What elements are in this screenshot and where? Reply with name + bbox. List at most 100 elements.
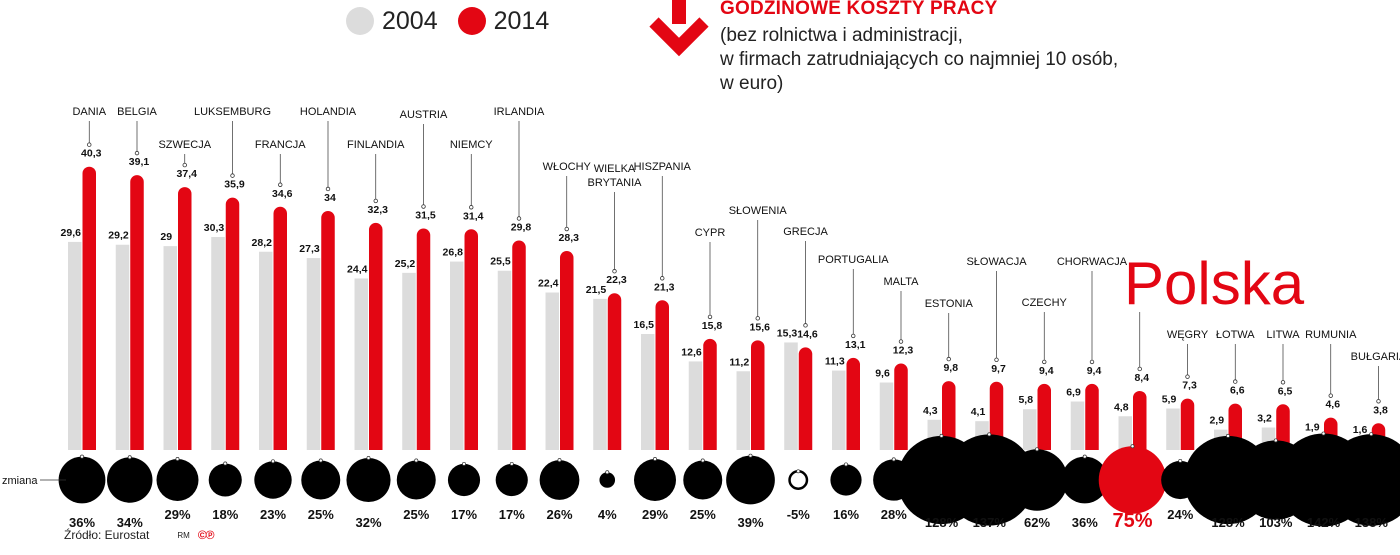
value-label-2004: 12,6 xyxy=(681,346,702,358)
country-label: SŁOWENIA xyxy=(729,205,788,217)
bar-2014 xyxy=(703,338,717,450)
leader-dot xyxy=(898,339,904,344)
change-circle xyxy=(943,434,1035,526)
value-label-2004: 30,3 xyxy=(204,222,225,234)
bar-2004 xyxy=(784,342,798,450)
value-label-2014: 9,7 xyxy=(991,363,1006,375)
bar-2014 xyxy=(273,206,287,450)
country-label: AUSTRIA xyxy=(400,109,448,121)
leader-dot xyxy=(564,226,569,232)
leader-dot xyxy=(278,182,283,187)
highlight-label: Polska xyxy=(1124,250,1305,317)
source-note: Źródło: Eurostat xyxy=(64,528,150,542)
value-label-2004: 9,6 xyxy=(875,368,890,380)
down-arrow-icon xyxy=(648,0,710,67)
chart-title: GODZINOWE KOSZTY PRACY xyxy=(720,0,998,19)
country-label: HOLANDIA xyxy=(300,106,357,118)
bar-2004 xyxy=(1118,416,1132,450)
change-circle xyxy=(788,470,809,490)
leader-dot xyxy=(1137,366,1142,372)
country-label: CYPR xyxy=(695,227,726,239)
change-dot xyxy=(939,433,944,438)
leader-dot xyxy=(230,173,235,178)
country-label: BUŁGARIA xyxy=(1351,351,1400,363)
country-label: WĘGRY xyxy=(1167,329,1209,341)
value-label-2014: 40,3 xyxy=(81,148,102,160)
legend-label-2004: 2004 xyxy=(382,6,438,35)
change-label: 137% xyxy=(973,515,1007,530)
bar-2014 xyxy=(846,357,860,450)
change-dot xyxy=(366,455,371,460)
value-label-2014: 3,8 xyxy=(1373,404,1388,416)
country-label: FINLANDIA xyxy=(347,139,405,151)
change-label: 16% xyxy=(833,507,859,522)
bar-2004 xyxy=(211,236,225,450)
value-label-2004: 29,6 xyxy=(61,227,82,239)
bar-2004 xyxy=(641,334,655,450)
change-dot xyxy=(127,455,132,460)
change-label: 32% xyxy=(355,515,381,530)
bar-2014 xyxy=(225,197,240,450)
bar-2004 xyxy=(879,382,894,450)
bar-2004 xyxy=(1023,409,1037,450)
leader-dot xyxy=(851,333,856,339)
country-label: RUMUNIA xyxy=(1305,329,1357,341)
leader-dot xyxy=(612,269,617,274)
value-label-2014: 22,3 xyxy=(606,274,627,286)
change-circle xyxy=(396,460,436,500)
value-label-2004: 4,8 xyxy=(1114,401,1129,413)
country-label: NIEMCY xyxy=(450,139,493,151)
leader-dot xyxy=(1233,379,1238,384)
value-label-2004: 27,3 xyxy=(299,243,320,255)
bar-2004 xyxy=(163,246,177,450)
bar-2014 xyxy=(1037,383,1051,450)
change-dot xyxy=(987,432,992,437)
bar-2014 xyxy=(1180,398,1195,450)
country-label: WŁOCHY xyxy=(543,161,592,173)
bar-2014 xyxy=(321,210,335,450)
value-label-2014: 32,3 xyxy=(368,204,389,216)
footer: Źródło: Eurostat RM ©℗ xyxy=(64,528,214,542)
value-label-2004: 22,4 xyxy=(538,278,559,290)
change-circle xyxy=(726,455,775,505)
bar-2014 xyxy=(607,293,622,450)
value-label-2014: 29,8 xyxy=(511,222,532,234)
bar-2014 xyxy=(942,381,956,450)
value-label-2014: 39,1 xyxy=(129,156,150,168)
value-label-2004: 11,3 xyxy=(825,356,845,368)
bar-2014 xyxy=(416,228,431,450)
change-dot xyxy=(891,457,896,462)
author-initials: RM xyxy=(177,530,190,540)
bar-2004 xyxy=(354,278,368,450)
value-label-2004: 1,6 xyxy=(1353,424,1368,436)
value-label-2014: 37,4 xyxy=(177,168,198,180)
value-label-2014: 6,5 xyxy=(1278,385,1293,397)
country-label: WIELKA xyxy=(594,163,636,175)
leader-dot xyxy=(660,276,665,281)
change-label: 17% xyxy=(451,507,477,522)
change-label: 103% xyxy=(1259,515,1293,530)
bar-2004 xyxy=(545,292,559,450)
title-block: GODZINOWE KOSZTY PRACY (bez rolnictwa i … xyxy=(720,0,1118,96)
value-label-2014: 34 xyxy=(324,192,336,204)
value-label-2004: 5,8 xyxy=(1018,394,1033,406)
country-label: SZWECJA xyxy=(158,139,211,151)
country-label: LUKSEMBURG xyxy=(194,106,271,118)
value-label-2004: 26,8 xyxy=(443,247,464,259)
leader-dot xyxy=(421,204,426,209)
change-dot xyxy=(748,453,753,458)
change-label: -5% xyxy=(787,507,811,522)
change-dot xyxy=(1178,458,1183,463)
leader-dot xyxy=(373,198,378,204)
leader-dot xyxy=(707,314,713,320)
change-label: 36% xyxy=(69,515,95,530)
bar-2014 xyxy=(751,340,765,450)
value-label-2004: 6,9 xyxy=(1066,386,1081,398)
change-circle xyxy=(633,458,677,502)
change-label: 25% xyxy=(403,507,429,522)
bar-2004 xyxy=(832,370,846,450)
change-dot xyxy=(175,457,180,461)
leader-dot xyxy=(946,356,951,362)
change-dot xyxy=(271,459,275,464)
